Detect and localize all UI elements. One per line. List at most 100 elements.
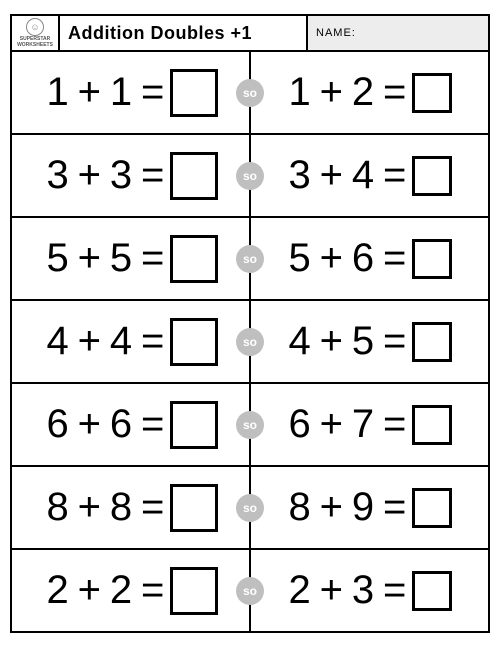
so-badge: so [236,494,264,522]
worksheet-title: Addition Doubles +1 [60,16,308,50]
doubles-problem: 6+6= [12,401,250,449]
plus-sign: + [78,485,101,530]
doubles-plus-one-problem: 4+5= [250,319,488,364]
operand-a: 8 [44,485,72,530]
answer-box[interactable] [412,322,452,362]
answer-box[interactable] [170,484,218,532]
operand-a: 6 [44,402,72,447]
name-label: NAME: [316,27,356,39]
plus-sign: + [78,236,101,281]
equals-sign: = [383,153,406,198]
so-badge: so [236,577,264,605]
operand-b: 8 [107,485,135,530]
answer-box[interactable] [412,488,452,528]
so-badge: so [236,245,264,273]
so-badge: so [236,328,264,356]
operand-a: 8 [286,485,314,530]
answer-box[interactable] [412,239,452,279]
logo-icon: ☺ [26,18,44,36]
so-badge: so [236,411,264,439]
operand-a: 2 [44,568,72,613]
plus-sign: + [78,568,101,613]
plus-sign: + [320,319,343,364]
operand-b: 3 [349,568,377,613]
name-field[interactable]: NAME: [308,16,488,50]
operand-b: 5 [107,236,135,281]
equals-sign: = [383,319,406,364]
plus-sign: + [78,319,101,364]
doubles-plus-one-problem: 2+3= [250,568,488,613]
worksheet-sheet: ☺ SUPERSTAR WORKSHEETS Addition Doubles … [10,14,490,633]
logo-text-bottom: WORKSHEETS [17,43,53,48]
rows-container: 1+1=1+2=so3+3=3+4=so5+5=5+6=so4+4=4+5=so… [12,52,488,631]
so-badge: so [236,162,264,190]
plus-sign: + [320,485,343,530]
doubles-problem: 1+1= [12,69,250,117]
logo-face-icon: ☺ [30,23,39,32]
doubles-plus-one-problem: 6+7= [250,402,488,447]
answer-box[interactable] [170,235,218,283]
equals-sign: = [141,153,164,198]
answer-box[interactable] [170,401,218,449]
operand-b: 6 [349,236,377,281]
equals-sign: = [383,568,406,613]
equals-sign: = [141,485,164,530]
equals-sign: = [383,70,406,115]
operand-a: 1 [286,70,314,115]
equals-sign: = [141,319,164,364]
answer-box[interactable] [170,69,218,117]
operand-b: 5 [349,319,377,364]
doubles-problem: 8+8= [12,484,250,532]
operand-b: 7 [349,402,377,447]
answer-box[interactable] [412,73,452,113]
operand-a: 2 [286,568,314,613]
operand-b: 2 [107,568,135,613]
operand-b: 9 [349,485,377,530]
answer-box[interactable] [412,405,452,445]
equals-sign: = [141,70,164,115]
operand-a: 1 [44,70,72,115]
doubles-problem: 2+2= [12,567,250,615]
operand-b: 4 [349,153,377,198]
equals-sign: = [141,236,164,281]
logo-cell: ☺ SUPERSTAR WORKSHEETS [12,16,60,50]
doubles-problem: 4+4= [12,318,250,366]
operand-a: 3 [286,153,314,198]
doubles-plus-one-problem: 1+2= [250,70,488,115]
operand-a: 4 [44,319,72,364]
header-row: ☺ SUPERSTAR WORKSHEETS Addition Doubles … [12,16,488,52]
operand-a: 5 [44,236,72,281]
doubles-problem: 3+3= [12,152,250,200]
answer-box[interactable] [412,571,452,611]
equals-sign: = [383,236,406,281]
operand-a: 5 [286,236,314,281]
operand-a: 3 [44,153,72,198]
operand-b: 2 [349,70,377,115]
plus-sign: + [78,402,101,447]
operand-b: 3 [107,153,135,198]
plus-sign: + [320,568,343,613]
doubles-plus-one-problem: 5+6= [250,236,488,281]
plus-sign: + [320,402,343,447]
doubles-problem: 5+5= [12,235,250,283]
answer-box[interactable] [170,152,218,200]
equals-sign: = [383,402,406,447]
answer-box[interactable] [170,318,218,366]
equals-sign: = [141,402,164,447]
operand-a: 4 [286,319,314,364]
plus-sign: + [78,153,101,198]
equals-sign: = [383,485,406,530]
so-badge: so [236,79,264,107]
plus-sign: + [78,70,101,115]
operand-a: 6 [286,402,314,447]
plus-sign: + [320,70,343,115]
doubles-plus-one-problem: 3+4= [250,153,488,198]
operand-b: 4 [107,319,135,364]
answer-box[interactable] [170,567,218,615]
plus-sign: + [320,153,343,198]
operand-b: 6 [107,402,135,447]
answer-box[interactable] [412,156,452,196]
doubles-plus-one-problem: 8+9= [250,485,488,530]
operand-b: 1 [107,70,135,115]
equals-sign: = [141,568,164,613]
